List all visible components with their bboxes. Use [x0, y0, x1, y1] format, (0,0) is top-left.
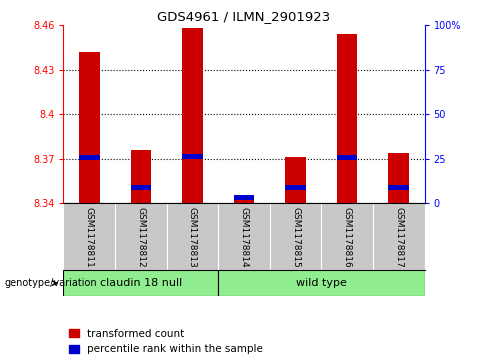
Text: GSM1178816: GSM1178816	[343, 207, 352, 268]
Text: GSM1178817: GSM1178817	[394, 207, 403, 268]
Bar	[337, 34, 358, 203]
Bar	[182, 28, 203, 203]
Bar	[79, 52, 100, 203]
Text: GSM1178812: GSM1178812	[136, 207, 145, 267]
Text: claudin 18 null: claudin 18 null	[100, 278, 182, 288]
Bar	[337, 155, 358, 160]
Legend: transformed count, percentile rank within the sample: transformed count, percentile rank withi…	[69, 329, 263, 354]
Text: GSM1178815: GSM1178815	[291, 207, 300, 268]
Bar	[285, 157, 306, 203]
Bar	[234, 195, 254, 200]
Text: GSM1178814: GSM1178814	[240, 207, 248, 267]
Bar	[218, 270, 425, 296]
Bar	[130, 150, 151, 203]
Title: GDS4961 / ILMN_2901923: GDS4961 / ILMN_2901923	[157, 10, 331, 23]
Bar	[130, 185, 151, 190]
Text: GSM1178811: GSM1178811	[85, 207, 94, 268]
Bar	[388, 153, 409, 203]
Bar	[234, 196, 254, 203]
Text: genotype/variation: genotype/variation	[5, 278, 98, 288]
Text: GSM1178813: GSM1178813	[188, 207, 197, 268]
Bar	[63, 270, 218, 296]
Bar	[182, 154, 203, 159]
Bar	[285, 185, 306, 190]
Bar	[388, 185, 409, 190]
Bar	[79, 155, 100, 160]
Text: wild type: wild type	[296, 278, 347, 288]
